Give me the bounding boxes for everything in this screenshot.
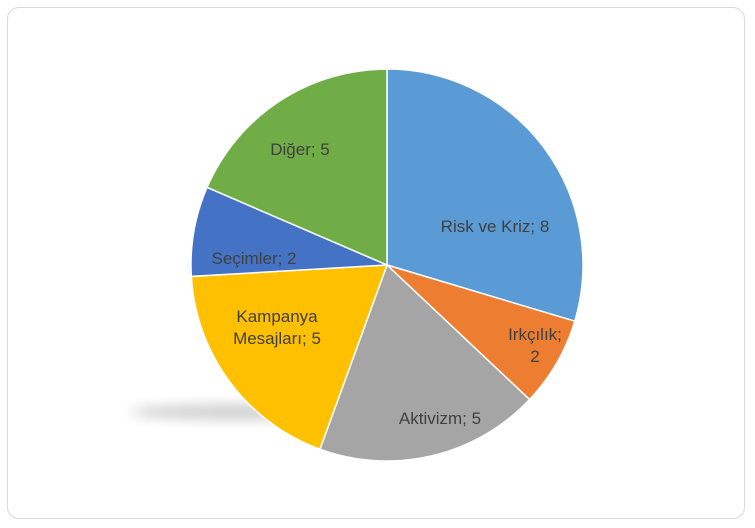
- data-label-line: Aktivizm; 5: [399, 409, 481, 428]
- pie-slices: [190, 68, 584, 462]
- data-label-line: 2: [530, 347, 539, 366]
- data-label-irkcilik: Irkçılık; 2: [508, 325, 562, 366]
- data-label-line: Mesajları; 5: [233, 329, 321, 348]
- data-label-line: Seçimler; 2: [211, 249, 296, 268]
- pie-slice-aktivizm: [318, 263, 531, 462]
- data-label-diger: Diğer; 5: [270, 140, 330, 159]
- data-label-line: Diğer; 5: [270, 140, 330, 159]
- data-label-line: Risk ve Kriz; 8: [441, 217, 550, 236]
- data-label-line: Kampanya: [236, 307, 318, 326]
- data-label-secimler: Seçimler; 2: [211, 249, 296, 268]
- pie-slice-kampanya-mesajlari: [190, 264, 389, 451]
- data-label-risk-ve-kriz: Risk ve Kriz; 8: [441, 217, 550, 236]
- data-label-line: Irkçılık;: [508, 325, 562, 344]
- pie-slice-diger: [206, 68, 388, 267]
- data-label-aktivizm: Aktivizm; 5: [399, 409, 481, 428]
- data-labels: Risk ve Kriz; 8 Irkçılık; 2 Aktivizm; 5 Kamp…: [211, 140, 561, 428]
- data-label-kampanya-mesajlari: Kampanya Mesajları; 5: [233, 307, 321, 348]
- pie-slice-risk-ve-kriz: [386, 68, 584, 323]
